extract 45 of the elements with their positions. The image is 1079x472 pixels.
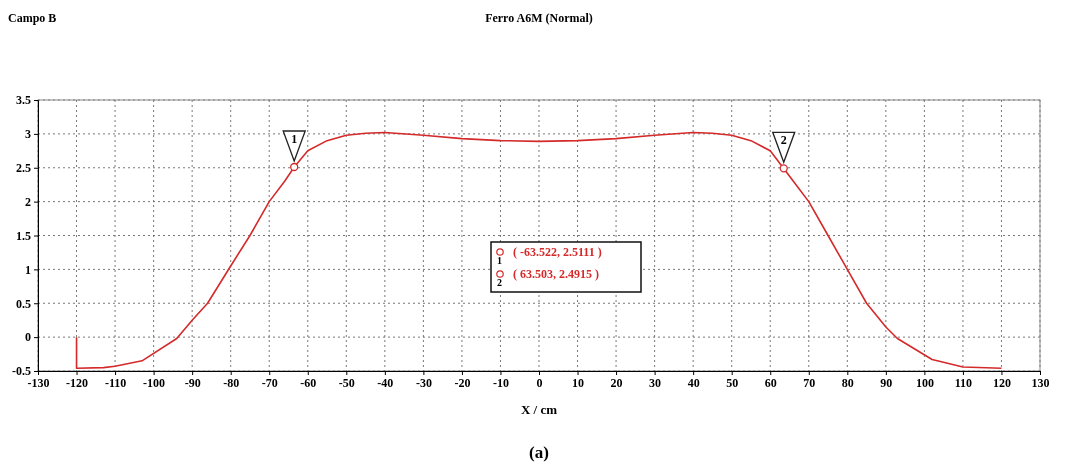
x-tick-label: -80	[223, 375, 240, 390]
annotation: ( 63.503, 2.4915 )	[513, 267, 599, 281]
x-tick-label: -60	[300, 375, 317, 390]
text: 1	[497, 255, 502, 266]
y-tick-label: 1	[25, 262, 31, 277]
x-tick-label: 80	[841, 375, 854, 390]
y-tick-label: 3	[25, 127, 31, 142]
x-tick-label: -20	[454, 375, 471, 390]
x-tick-label: -70	[261, 375, 278, 390]
x-tick-label: 50	[726, 375, 739, 390]
x-tick-label: -30	[415, 375, 432, 390]
annotation: 2	[780, 133, 787, 148]
line-series	[75, 131, 1003, 370]
x-tick-label: 40	[687, 375, 700, 390]
annotation: 1	[291, 132, 298, 146]
text: 2	[497, 277, 502, 288]
x-tick-label: 10	[572, 375, 585, 390]
x-tick-label: 90	[880, 375, 893, 390]
x-tick-label: -120	[66, 375, 89, 390]
y-tick-label: 0	[25, 330, 31, 345]
x-tick-label: 110	[954, 375, 973, 390]
y-tick-label: 3.5	[16, 93, 31, 108]
x-tick-label: 130	[1031, 375, 1050, 390]
text: (a)	[529, 443, 549, 462]
y-tick-label: 2	[25, 194, 31, 209]
x-tick-label: -50	[338, 375, 355, 390]
y-tick-label: 1.5	[16, 228, 31, 243]
y-tick-label: 0.5	[16, 296, 31, 311]
x-tick-label: 0	[536, 375, 543, 390]
text: Campo B	[8, 11, 57, 25]
y-tick-label: 2.5	[16, 161, 31, 176]
x-tick-label: -10	[492, 375, 509, 390]
chart-title: Ferro A6M (Normal)	[485, 11, 593, 25]
annotation: ( -63.522, 2.5111 )	[513, 245, 602, 259]
x-tick-label: -110	[104, 375, 127, 390]
x-tick-label: 100	[915, 375, 934, 390]
x-tick-label: 30	[649, 375, 662, 390]
x-tick-label: 60	[764, 375, 777, 390]
x-tick-label: -100	[143, 375, 166, 390]
x-tick-label: 70	[803, 375, 816, 390]
x-tick-label: -40	[377, 375, 394, 390]
x-axis-title: X / cm	[520, 402, 558, 417]
x-tick-label: 120	[992, 375, 1011, 390]
x-tick-label: -90	[184, 375, 201, 390]
x-tick-label: 20	[610, 375, 623, 390]
